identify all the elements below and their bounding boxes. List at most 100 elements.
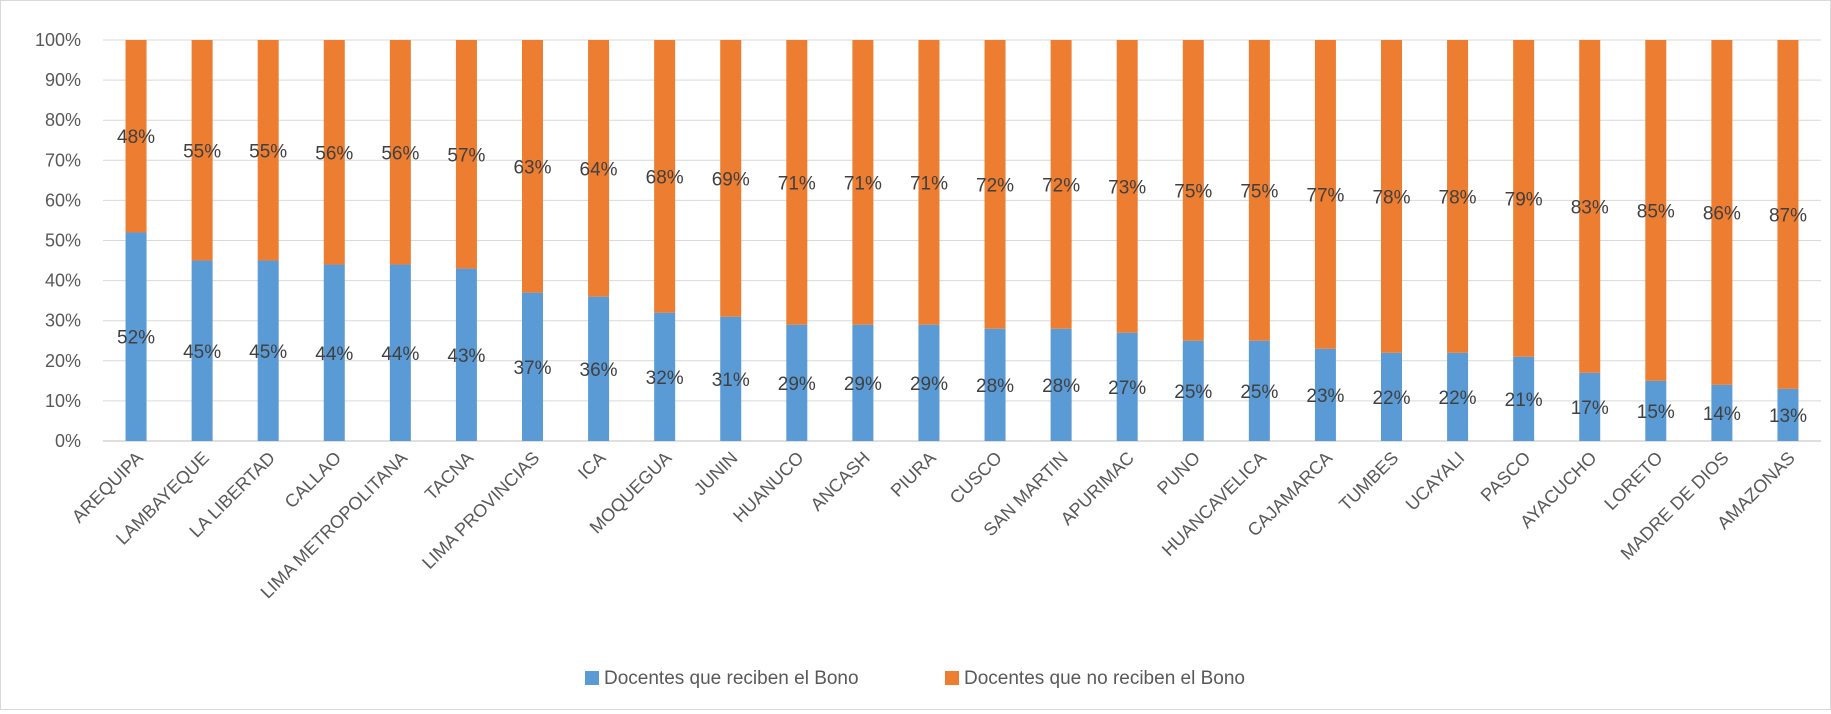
data-label-no-reciben: 87%: [1769, 205, 1807, 226]
data-label-reciben: 36%: [580, 360, 618, 381]
bar-reciben: [1777, 388, 1799, 441]
data-label-no-reciben: 75%: [1174, 181, 1212, 202]
y-tick-label: 0%: [55, 431, 81, 451]
bar-reciben: [1711, 384, 1733, 441]
data-label-no-reciben: 69%: [712, 169, 750, 190]
bar-reciben: [1248, 340, 1270, 441]
legend-swatch-no-reciben: [945, 671, 959, 685]
bar-no-reciben: [191, 40, 213, 261]
bar-no-reciben: [852, 40, 874, 325]
data-label-reciben: 44%: [381, 344, 419, 365]
x-category-label: HUANUCO: [729, 448, 807, 526]
data-label-reciben: 14%: [1703, 404, 1741, 425]
bar-no-reciben: [323, 40, 345, 265]
bar-reciben: [125, 232, 147, 441]
bar-no-reciben: [1579, 40, 1601, 373]
data-label-no-reciben: 56%: [315, 143, 353, 164]
bar-reciben: [323, 264, 345, 441]
data-label-no-reciben: 79%: [1505, 189, 1543, 210]
data-label-reciben: 31%: [712, 370, 750, 391]
x-category-label: LORETO: [1600, 448, 1666, 514]
data-label-reciben: 15%: [1637, 402, 1675, 423]
bar-no-reciben: [257, 40, 279, 261]
bar-no-reciben: [1711, 40, 1733, 385]
data-label-reciben: 45%: [183, 342, 221, 363]
x-category-label: ICA: [574, 448, 609, 483]
bar-reciben: [1314, 348, 1336, 441]
bar-reciben: [984, 328, 1006, 441]
bar-reciben: [1182, 340, 1204, 441]
bar-reciben: [1116, 332, 1138, 441]
bar-reciben: [257, 260, 279, 441]
data-label-no-reciben: 55%: [183, 141, 221, 162]
data-label-no-reciben: 85%: [1637, 201, 1675, 222]
bar-no-reciben: [984, 40, 1006, 329]
bar-no-reciben: [654, 40, 676, 313]
y-tick-label: 30%: [45, 311, 81, 331]
data-label-no-reciben: 56%: [381, 143, 419, 164]
bar-no-reciben: [1447, 40, 1469, 353]
data-label-reciben: 25%: [1240, 382, 1278, 403]
x-category-label: TACNA: [421, 448, 477, 504]
legend-swatch-reciben: [585, 671, 599, 685]
y-tick-label: 100%: [35, 30, 81, 50]
data-label-reciben: 28%: [1042, 376, 1080, 397]
data-label-reciben: 23%: [1306, 386, 1344, 407]
data-label-no-reciben: 77%: [1306, 185, 1344, 206]
bar-no-reciben: [125, 40, 147, 233]
bar-reciben: [1645, 380, 1667, 441]
bar-reciben: [588, 296, 610, 441]
y-tick-label: 40%: [45, 271, 81, 291]
data-label-no-reciben: 71%: [910, 173, 948, 194]
bar-no-reciben: [1116, 40, 1138, 333]
data-label-no-reciben: 72%: [1042, 175, 1080, 196]
bar-no-reciben: [1248, 40, 1270, 341]
bar-no-reciben: [1645, 40, 1667, 381]
x-category-label: UCAYALI: [1402, 448, 1469, 515]
x-category-label: PIURA: [887, 448, 940, 501]
data-label-reciben: 21%: [1505, 390, 1543, 411]
bar-reciben: [786, 324, 808, 441]
bars: [125, 40, 1799, 441]
data-label-no-reciben: 63%: [513, 157, 551, 178]
data-label-reciben: 13%: [1769, 406, 1807, 427]
data-label-reciben: 22%: [1372, 388, 1410, 409]
data-label-reciben: 29%: [910, 374, 948, 395]
bar-no-reciben: [1513, 40, 1535, 357]
x-category-label: CUSCO: [946, 448, 1006, 508]
data-label-no-reciben: 68%: [646, 167, 684, 188]
legend-label-reciben: Docentes que reciben el Bono: [604, 668, 859, 689]
x-category-label: JUNIN: [690, 448, 742, 500]
y-tick-label: 10%: [45, 391, 81, 411]
bar-reciben: [852, 324, 874, 441]
data-label-no-reciben: 78%: [1439, 187, 1477, 208]
bar-no-reciben: [1050, 40, 1072, 329]
data-label-reciben: 29%: [844, 374, 882, 395]
bar-reciben: [389, 264, 411, 441]
data-label-reciben: 44%: [315, 344, 353, 365]
data-label-no-reciben: 78%: [1372, 187, 1410, 208]
data-label-reciben: 27%: [1108, 378, 1146, 399]
data-label-reciben: 22%: [1439, 388, 1477, 409]
bar-no-reciben: [1314, 40, 1336, 349]
data-labels: 52% 48% 45% 55% 45% 55% 44% 56% 44% 56% 43% 57% 37% 6…: [117, 127, 1807, 427]
data-label-no-reciben: 71%: [778, 173, 816, 194]
y-tick-label: 80%: [45, 110, 81, 130]
data-label-no-reciben: 48%: [117, 127, 155, 148]
y-tick-label: 90%: [45, 70, 81, 90]
x-category-label: TUMBES: [1335, 448, 1402, 515]
x-category-label: PUNO: [1153, 448, 1204, 499]
bar-reciben: [1447, 352, 1469, 441]
data-label-no-reciben: 55%: [249, 141, 287, 162]
data-label-reciben: 37%: [513, 358, 551, 379]
bar-reciben: [720, 316, 742, 441]
data-label-no-reciben: 73%: [1108, 177, 1146, 198]
y-tick-label: 50%: [45, 231, 81, 251]
data-label-no-reciben: 64%: [580, 159, 618, 180]
x-category-label: CALLAO: [281, 448, 345, 512]
bar-no-reciben: [1777, 40, 1799, 389]
data-label-no-reciben: 75%: [1240, 181, 1278, 202]
